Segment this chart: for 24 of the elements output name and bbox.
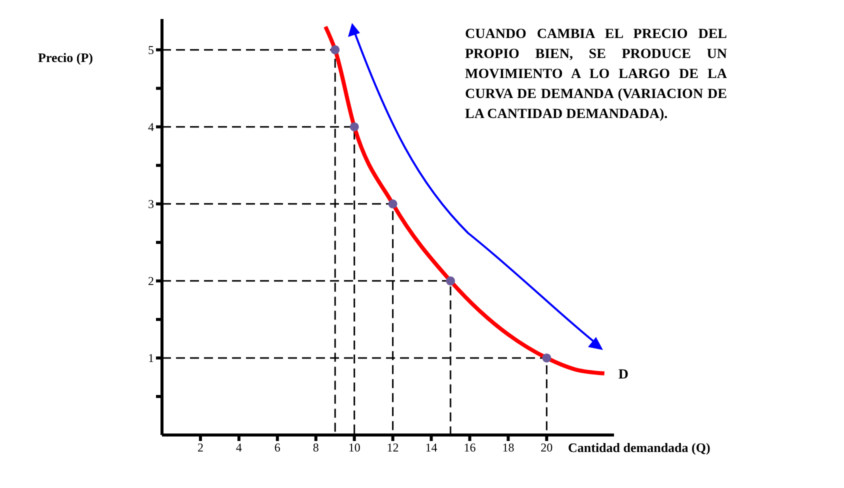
point	[330, 45, 340, 54]
x-tick-label: 10	[348, 440, 360, 455]
x-tick-label: 20	[540, 440, 553, 455]
point	[388, 199, 398, 208]
x-tick-label: 2	[197, 440, 204, 455]
x-tick-label: 18	[502, 440, 514, 455]
x-tick-label: 16	[464, 440, 476, 455]
annotation: CUANDO CAMBIA EL PRECIO DEL PROPIO BIEN, SE PRODUCE UN MOVIMIENTO A LO LARGO DE LA CURVA DE DEMANDA (VARIACION DE LA CANTIDAD DEMANDADA).	[465, 26, 727, 124]
y-tick-label: 1	[148, 351, 154, 366]
x-tick-label: 14	[425, 440, 438, 455]
point	[542, 353, 552, 362]
x-tick-label: 6	[274, 440, 280, 455]
x-tick-label: 12	[386, 440, 399, 455]
y-tick-label: 3	[148, 197, 154, 212]
x-axis-title: Cantidad demandada (Q)	[568, 440, 710, 456]
y-tick-label: 5	[148, 43, 154, 58]
x-tick-label: 8	[312, 440, 319, 455]
series-label: D	[618, 367, 629, 382]
x-tick-label: 4	[236, 440, 242, 455]
y-axis-title: Precio (P)	[38, 50, 93, 66]
point	[350, 122, 359, 132]
point	[446, 276, 456, 286]
y-tick-label: 4	[148, 120, 154, 134]
y-tick-label: 2	[148, 274, 154, 288]
